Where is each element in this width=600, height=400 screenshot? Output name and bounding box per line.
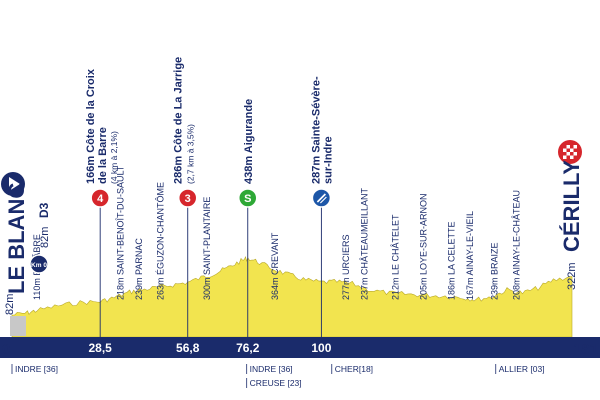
feed-zone-icon: [316, 193, 326, 203]
climb-detail: (4 km à 2,1%): [109, 131, 119, 184]
waypoint-label: 167m AINAY-LE-VIEIL: [465, 211, 475, 300]
climb-category-badge: [177, 188, 198, 208]
waypoint-label: 277m URCIERS: [341, 234, 351, 300]
waypoint-label: 364m CREVANT: [270, 232, 280, 300]
sprint-symbol: S: [244, 193, 251, 205]
department-label: INDRE [36]: [15, 364, 58, 374]
department-label: CREUSE [23]: [250, 378, 302, 388]
start-road-label: D3: [37, 202, 51, 218]
distance-tick-label: 28,5: [88, 341, 112, 355]
waypoint-label: 212m LE CHÂTELET: [391, 214, 401, 300]
climb-name: 166m Côte de la Croix: [85, 68, 97, 184]
waypoint-label: 239m PARNAC: [134, 238, 144, 300]
km0-start-block: [10, 316, 26, 336]
elevation-profile-area: [11, 256, 573, 338]
climb-name: 286m Côte de La Jarrige: [173, 57, 185, 184]
finish-town-name: CÉRILLY: [559, 160, 584, 252]
sprint-name: 438m Aigurande: [243, 99, 255, 184]
climb-detail: (2,7 km à 3,5%): [186, 124, 196, 184]
waypoint-label: 218m SAINT-BENOÎT-DU-SAULT: [115, 165, 125, 300]
distance-tick-label: 76,2: [236, 341, 260, 355]
waypoint-label: 263m ÉGUZON-CHANTÔME: [156, 182, 166, 300]
department-label: INDRE [36]: [250, 364, 293, 374]
distance-tick-label: 181: [573, 341, 598, 358]
waypoint-label: 205m LOYE-SUR-ARNON: [419, 193, 429, 300]
finish-flag-icon: [558, 140, 582, 164]
distance-tick-label: 0: [2, 341, 10, 358]
waypoint-label: 208m AINAY-LE-CHÂTEAU: [511, 190, 521, 300]
waypoint-label: 186m LA CELETTE: [446, 221, 456, 300]
department-label: ALLIER [03]: [499, 364, 545, 374]
feed-zone-name: 287m Sainte-Sévère-: [310, 76, 322, 184]
climb-category-number: 3: [185, 193, 191, 205]
climb-name-line2: de la Barre: [97, 127, 109, 184]
department-label: CHER[18]: [335, 364, 373, 374]
distance-tick-label: 100: [311, 341, 331, 355]
sprint-badge: [238, 188, 258, 208]
km0-badge: Km 0: [29, 254, 49, 274]
waypoint-label: 239m BRAIZE: [490, 242, 500, 300]
climb-category-number: 4: [97, 193, 104, 205]
waypoint-label: 300m SAINT-PLANTAIRE: [202, 197, 212, 300]
feed-zone-name-line2: sur-Indre: [322, 136, 334, 184]
distance-tick-label: 56,8: [176, 341, 200, 355]
distance-bar: [0, 337, 600, 358]
start-town-name: LE BLANC: [4, 183, 29, 294]
km0-badge-label: Km 0: [31, 262, 47, 269]
km0-altitude: 82m: [4, 294, 16, 315]
climb-category-badge: [90, 188, 110, 208]
waypoint-label: 237m CHÂTEAUMEILLANT: [360, 187, 370, 300]
finish-altitude: 322m: [566, 262, 578, 290]
start-altitude: 82m: [39, 227, 51, 248]
start-marker: [1, 172, 25, 196]
feed-zone-icon-stroke: [319, 196, 327, 204]
